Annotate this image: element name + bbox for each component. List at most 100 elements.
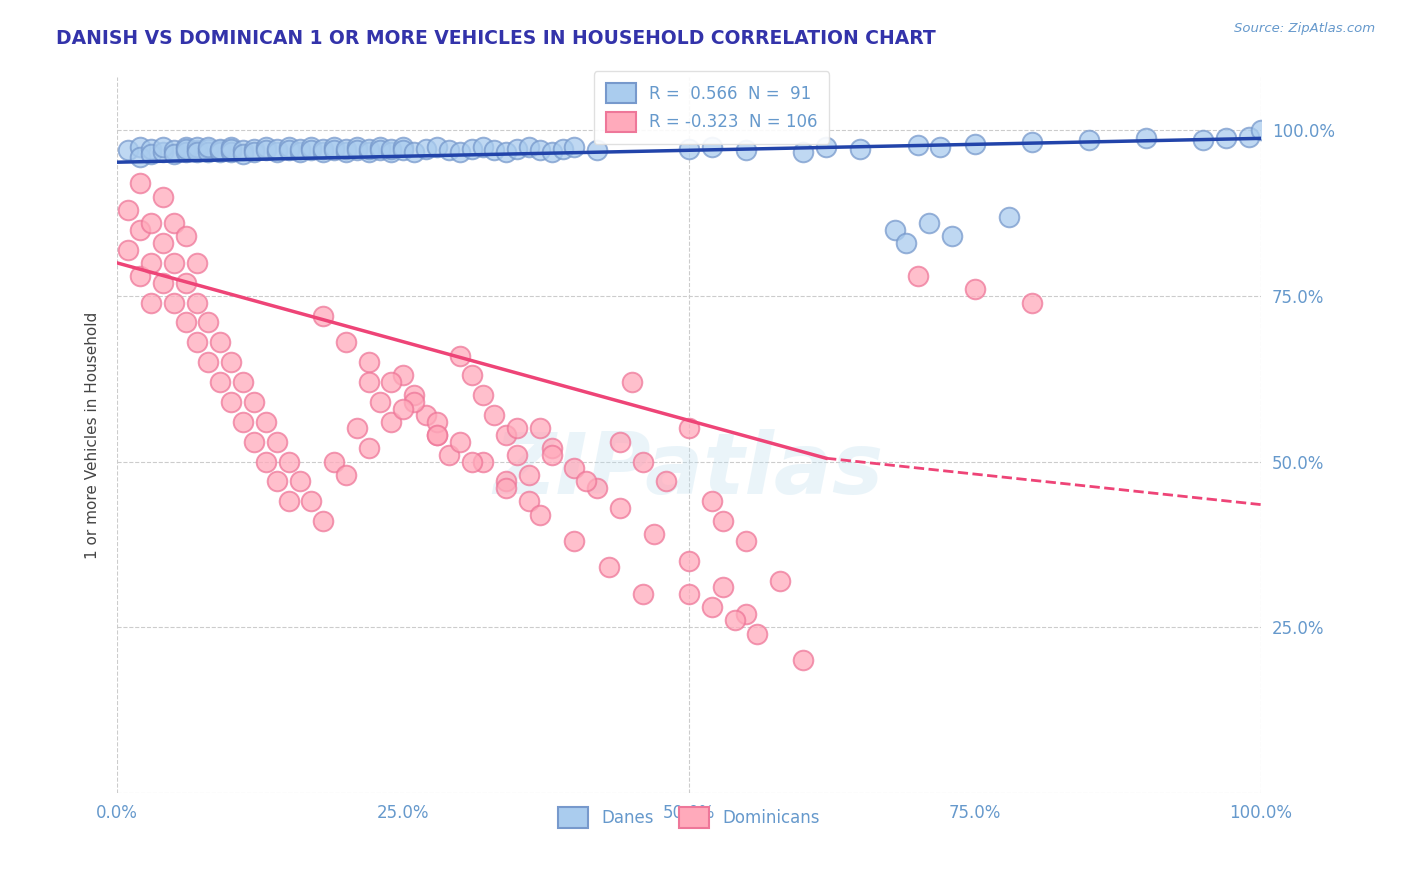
Point xyxy=(277,494,299,508)
Point xyxy=(163,216,186,230)
Point xyxy=(415,408,437,422)
Point xyxy=(163,295,186,310)
Point xyxy=(357,142,380,156)
Point xyxy=(495,428,517,442)
Point xyxy=(1078,133,1101,147)
Point xyxy=(700,600,723,615)
Point xyxy=(506,142,529,156)
Point xyxy=(907,269,929,284)
Point xyxy=(460,368,482,383)
Point xyxy=(529,421,551,435)
Point xyxy=(963,136,986,151)
Point xyxy=(208,143,231,157)
Point xyxy=(141,256,163,270)
Point xyxy=(299,494,322,508)
Point xyxy=(174,276,197,290)
Point xyxy=(564,534,586,549)
Point xyxy=(346,421,368,435)
Point xyxy=(254,415,277,429)
Point xyxy=(392,401,415,416)
Point xyxy=(174,145,197,159)
Point xyxy=(460,142,482,156)
Point xyxy=(312,145,335,159)
Point xyxy=(152,235,174,250)
Point xyxy=(288,145,311,159)
Point xyxy=(609,500,631,515)
Point xyxy=(631,454,654,468)
Point xyxy=(357,442,380,456)
Point xyxy=(254,454,277,468)
Point xyxy=(907,138,929,153)
Point xyxy=(380,415,402,429)
Point xyxy=(117,202,139,217)
Point xyxy=(598,560,620,574)
Point xyxy=(564,140,586,154)
Point xyxy=(380,145,402,159)
Point xyxy=(540,442,562,456)
Point xyxy=(449,434,471,449)
Point xyxy=(346,140,368,154)
Point xyxy=(232,375,254,389)
Point xyxy=(1250,123,1272,137)
Point xyxy=(221,355,243,369)
Point xyxy=(471,454,494,468)
Point xyxy=(299,143,322,157)
Point xyxy=(644,527,666,541)
Point xyxy=(277,140,299,154)
Point xyxy=(232,143,254,157)
Point xyxy=(620,375,643,389)
Point xyxy=(152,189,174,203)
Point xyxy=(437,448,460,462)
Point xyxy=(484,408,506,422)
Point xyxy=(197,355,219,369)
Point xyxy=(678,554,700,568)
Point xyxy=(335,335,357,350)
Point xyxy=(117,243,139,257)
Point xyxy=(575,475,598,489)
Point xyxy=(711,514,734,528)
Point xyxy=(517,494,540,508)
Point xyxy=(335,467,357,482)
Point xyxy=(221,395,243,409)
Point xyxy=(449,349,471,363)
Point xyxy=(186,335,208,350)
Point xyxy=(506,421,529,435)
Point xyxy=(815,140,838,154)
Point xyxy=(792,145,814,159)
Point xyxy=(1192,133,1215,147)
Point xyxy=(368,140,391,154)
Point xyxy=(849,142,872,156)
Point xyxy=(380,375,402,389)
Point xyxy=(277,143,299,157)
Point xyxy=(266,434,288,449)
Point xyxy=(963,282,986,296)
Point xyxy=(346,143,368,157)
Point xyxy=(460,454,482,468)
Y-axis label: 1 or more Vehicles in Household: 1 or more Vehicles in Household xyxy=(86,311,100,558)
Point xyxy=(277,454,299,468)
Point xyxy=(586,143,609,157)
Point xyxy=(312,142,335,156)
Point xyxy=(232,415,254,429)
Point xyxy=(208,142,231,156)
Point xyxy=(392,140,415,154)
Point xyxy=(551,142,574,156)
Point xyxy=(128,150,150,164)
Point xyxy=(437,143,460,157)
Point xyxy=(631,587,654,601)
Point xyxy=(929,140,952,154)
Point xyxy=(723,614,745,628)
Point xyxy=(128,223,150,237)
Point xyxy=(323,143,346,157)
Point xyxy=(208,145,231,159)
Point xyxy=(426,415,449,429)
Point xyxy=(186,140,208,154)
Point xyxy=(174,142,197,156)
Point xyxy=(700,140,723,154)
Point xyxy=(335,145,357,159)
Point xyxy=(323,140,346,154)
Point xyxy=(186,145,208,159)
Point xyxy=(221,142,243,156)
Point xyxy=(529,508,551,522)
Point xyxy=(380,142,402,156)
